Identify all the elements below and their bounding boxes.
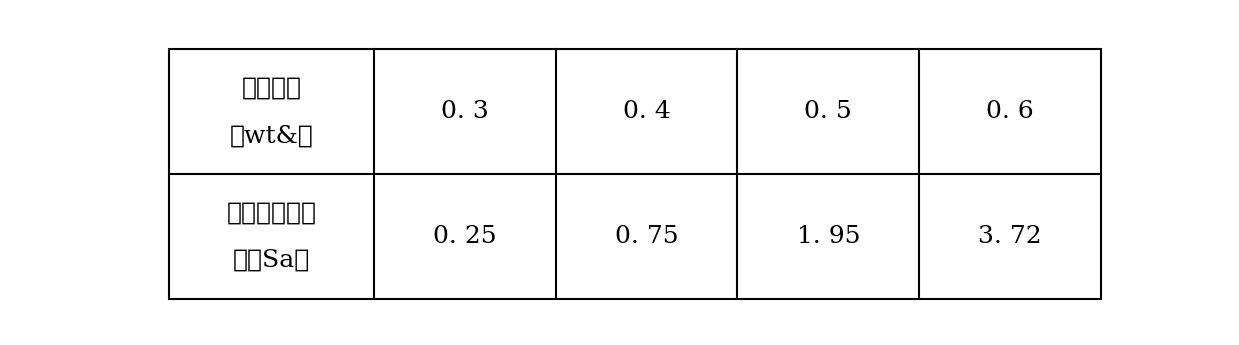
Text: 3. 72: 3. 72 [978, 225, 1042, 248]
Text: 0. 75: 0. 75 [615, 225, 679, 248]
Text: 0. 6: 0. 6 [986, 100, 1033, 123]
Text: 度（Sa）: 度（Sa） [233, 249, 310, 272]
Text: 0. 25: 0. 25 [434, 225, 497, 248]
Text: 0. 4: 0. 4 [623, 100, 670, 123]
Text: 磁场强度: 磁场强度 [242, 76, 302, 99]
Text: 0. 3: 0. 3 [441, 100, 489, 123]
Text: （wt&）: （wt&） [230, 124, 313, 147]
Text: 0. 5: 0. 5 [804, 100, 852, 123]
Text: 算术平均粗糙: 算术平均粗糙 [227, 201, 317, 224]
Text: 1. 95: 1. 95 [797, 225, 860, 248]
